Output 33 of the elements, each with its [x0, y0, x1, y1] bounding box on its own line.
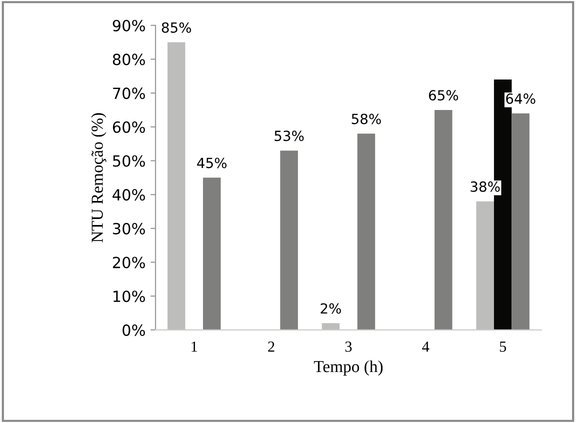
data-label: 53%	[274, 130, 304, 142]
data-label: 58%	[352, 114, 381, 124]
y-axis-title: NTU Remoção (%)	[91, 113, 106, 242]
x-tick-label: 3	[345, 342, 352, 352]
bar	[357, 134, 376, 330]
bar	[167, 42, 186, 330]
data-label: 65%	[428, 90, 458, 101]
y-tick-label: 50%	[113, 155, 145, 167]
x-tick-label: 4	[422, 342, 430, 352]
data-label: 45%	[197, 158, 227, 168]
x-tick-label: 2	[268, 342, 274, 352]
x-axis-title: Tempo (h)	[314, 360, 383, 376]
y-tick-label: 60%	[112, 121, 145, 133]
y-tick-label: 20%	[112, 256, 145, 268]
y-tick-label: 90%	[112, 20, 145, 32]
data-label: 38%	[470, 181, 500, 192]
bar	[202, 178, 221, 330]
x-tick-label: 1	[192, 342, 198, 352]
data-label: 85%	[162, 22, 192, 33]
bar	[280, 150, 298, 330]
bar	[512, 113, 530, 330]
x-tick-label: 5	[500, 342, 506, 352]
data-label: 64%	[506, 93, 536, 104]
y-tick-label: 30%	[113, 222, 145, 234]
y-tick-label: 80%	[112, 54, 145, 66]
bar	[434, 110, 452, 330]
y-tick-label: 40%	[112, 189, 145, 201]
bar	[322, 323, 340, 330]
bar	[476, 201, 494, 330]
y-tick-label: 70%	[113, 88, 145, 100]
data-label: 2%	[320, 303, 341, 314]
y-tick-label: 0%	[122, 324, 145, 336]
y-tick-label: 10%	[114, 290, 145, 302]
